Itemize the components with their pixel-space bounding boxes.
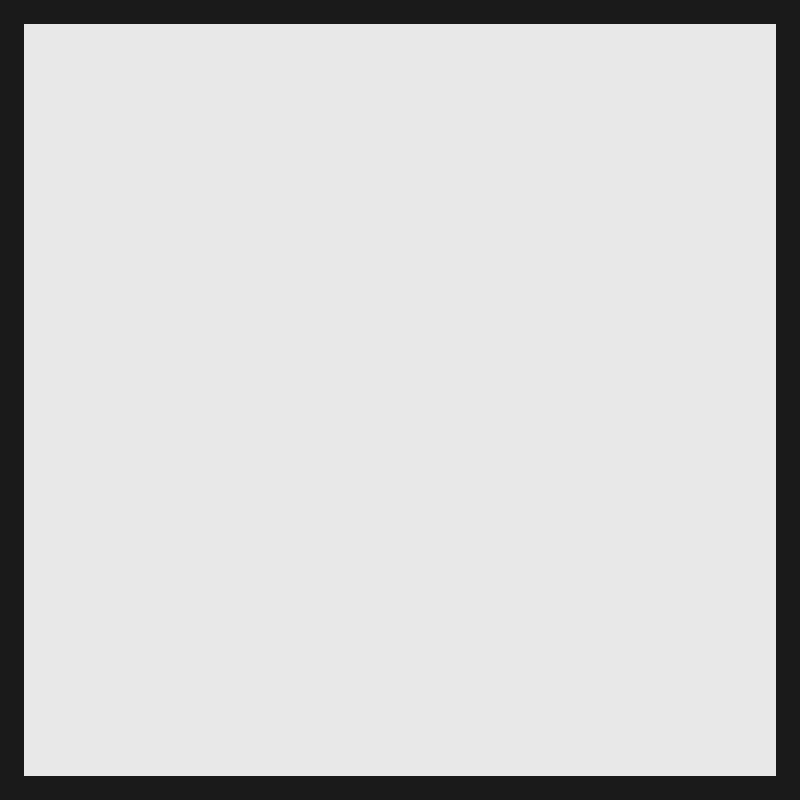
Text: c.    60 in.: c. 60 in. xyxy=(72,606,169,626)
Text: b.    169 in.: b. 169 in. xyxy=(72,554,183,574)
Text: d.    30 in.: d. 30 in. xyxy=(72,658,170,678)
Polygon shape xyxy=(136,144,536,448)
Text: 5 in: 5 in xyxy=(55,287,89,305)
Text: 12 in: 12 in xyxy=(314,471,358,489)
Text: a.    13 in.: a. 13 in. xyxy=(72,502,170,522)
Text: Find the perimeter of the right triangle. If necessary,: Find the perimeter of the right triangle… xyxy=(56,72,684,92)
Bar xyxy=(136,431,153,448)
